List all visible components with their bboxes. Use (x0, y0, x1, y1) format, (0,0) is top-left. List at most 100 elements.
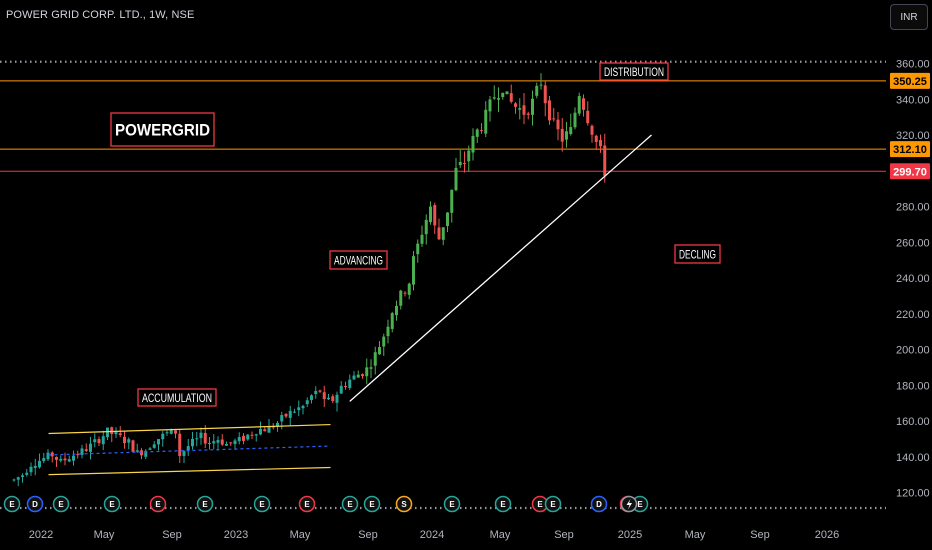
candle-body (284, 413, 288, 417)
candle (569, 113, 573, 136)
candle (50, 451, 54, 463)
candle-body (361, 374, 364, 376)
event-marker-e[interactable]: E (494, 495, 512, 513)
annotation-box (329, 250, 388, 270)
candle (140, 448, 143, 460)
candle-body (38, 460, 41, 468)
candle (509, 84, 513, 104)
candle-body (395, 305, 398, 316)
candle (123, 431, 126, 449)
candle-body (556, 119, 560, 130)
event-marker-e[interactable]: E (544, 495, 562, 513)
candle-body (314, 390, 318, 395)
candle-body (582, 98, 585, 110)
price-label-box (890, 141, 930, 158)
event-marker-letter: E (304, 500, 310, 509)
candle-body (127, 439, 131, 443)
event-marker-d[interactable]: D (590, 495, 608, 513)
candle (152, 441, 156, 449)
candle-body (174, 430, 177, 434)
candle-body (254, 434, 258, 436)
candle (42, 452, 46, 464)
event-marker-e[interactable]: E (363, 495, 381, 513)
price-tick-label: 280.00 (896, 202, 930, 214)
channel-lower-line (48, 466, 331, 476)
candle (361, 373, 364, 379)
annotation-distribution: DISTRIBUTION (599, 62, 669, 81)
candle (475, 128, 479, 143)
candle-body (327, 397, 330, 400)
candle (135, 443, 139, 453)
candle (76, 450, 80, 459)
event-marker-d[interactable]: D (26, 495, 44, 513)
drawing-lines (48, 134, 652, 476)
candle (543, 80, 547, 117)
event-marker-e[interactable]: E (298, 495, 316, 513)
candle (395, 300, 398, 321)
candle-body (356, 374, 360, 378)
event-marker-letter: E (537, 500, 543, 509)
candle-body (344, 386, 347, 388)
candle-body (72, 455, 75, 461)
candle (148, 447, 152, 450)
event-marker-e[interactable]: E (196, 495, 214, 513)
candle-body (25, 472, 29, 475)
time-tick-label: Sep (358, 529, 378, 541)
candle (331, 394, 335, 404)
candle-body (225, 443, 228, 446)
event-marker-e[interactable]: E (149, 495, 167, 513)
price-label-box (890, 163, 930, 180)
candles-layer (12, 73, 607, 487)
candle (93, 433, 97, 448)
candle-body (144, 450, 148, 457)
event-marker-e[interactable]: E (52, 495, 70, 513)
price-axis[interactable]: 120.00 140.00 160.00 180.00 200.00 220.00 240.… (890, 59, 930, 500)
candle (454, 158, 458, 192)
event-marker-e[interactable]: E (3, 495, 21, 513)
candle-body (297, 407, 301, 411)
time-tick-label: Sep (554, 529, 574, 541)
candle-body (339, 385, 343, 394)
event-marker-circle (590, 495, 608, 513)
time-axis[interactable]: 2022 May Sep 2023 May Sep 2024 May Sep 2025 May Sep… (29, 529, 839, 541)
candle-body (305, 400, 309, 405)
candle (178, 429, 182, 464)
event-marker-e[interactable]: E (103, 495, 121, 513)
event-markers[interactable]: EDEEEEEEEESEEEEDEE (3, 495, 649, 513)
candle-body (276, 422, 279, 427)
candle (573, 107, 577, 130)
time-tick-label: Sep (750, 529, 770, 541)
candle (67, 455, 71, 463)
candle-body (382, 336, 386, 347)
candle-body (242, 435, 245, 441)
event-marker-e[interactable]: E (253, 495, 271, 513)
currency-button[interactable]: INR (890, 4, 928, 30)
candle-body (573, 112, 577, 128)
candle-body (463, 163, 466, 165)
candle (242, 433, 245, 445)
event-marker-e[interactable]: E (443, 495, 461, 513)
event-marker-circle (494, 495, 512, 513)
annotation-label: ACCUMULATION (142, 391, 212, 405)
candle (446, 212, 449, 233)
candle (407, 282, 411, 300)
candle-body (21, 475, 24, 477)
candle-body (535, 85, 539, 96)
candle-body (348, 379, 352, 388)
candle-body (373, 352, 377, 366)
candle-body (318, 390, 322, 392)
candle (565, 122, 568, 148)
candle-body (301, 405, 305, 409)
candle-body (212, 441, 216, 444)
candle-body (560, 128, 564, 142)
price-tick-label: 240.00 (896, 273, 930, 285)
candle-body (412, 256, 415, 285)
candle-body (169, 429, 173, 434)
lightning-marker[interactable] (620, 495, 638, 513)
event-marker-e[interactable]: E (341, 495, 359, 513)
event-marker-s[interactable]: S (395, 495, 413, 513)
candle (548, 96, 551, 125)
candle-body (199, 432, 203, 439)
candle-body (441, 227, 445, 240)
